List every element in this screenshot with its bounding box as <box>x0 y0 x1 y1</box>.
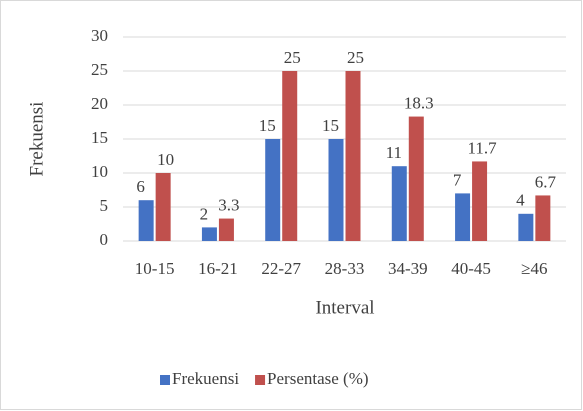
data-label: 11.7 <box>468 138 498 157</box>
bar <box>345 71 361 241</box>
data-label: 4 <box>516 191 525 210</box>
x-tick-label: 22-27 <box>261 259 301 278</box>
y-tick-label: 5 <box>100 196 109 215</box>
bar <box>328 139 344 241</box>
bar <box>391 166 407 241</box>
data-label: 10 <box>157 150 174 169</box>
legend-label: Frekuensi <box>172 369 239 388</box>
x-tick-label: ≥46 <box>521 259 547 278</box>
bar <box>265 139 281 241</box>
bar <box>201 227 217 241</box>
bar <box>535 195 551 241</box>
x-axis-title: Interval <box>315 297 374 318</box>
bar <box>455 193 471 241</box>
bar <box>218 218 234 241</box>
data-label: 6.7 <box>535 172 557 191</box>
x-tick-label: 10-15 <box>135 259 175 278</box>
data-label: 25 <box>347 48 364 67</box>
data-label: 18.3 <box>404 93 434 112</box>
bar <box>518 213 534 241</box>
data-label: 6 <box>136 177 145 196</box>
bar <box>408 116 424 241</box>
bar <box>155 173 171 241</box>
data-label: 25 <box>284 48 301 67</box>
y-tick-label: 30 <box>91 26 108 45</box>
data-label: 7 <box>453 170 462 189</box>
y-tick-label: 15 <box>91 128 108 147</box>
y-tick-label: 10 <box>91 162 108 181</box>
legend-swatch <box>255 375 266 385</box>
legend-label: Persentase (%) <box>267 369 369 388</box>
data-label: 3.3 <box>218 195 239 214</box>
x-tick-label: 34-39 <box>388 259 428 278</box>
data-label: 2 <box>200 204 209 223</box>
x-tick-label: 16-21 <box>198 259 238 278</box>
y-tick-label: 0 <box>100 230 109 249</box>
legend-swatch <box>160 375 170 385</box>
bar <box>282 71 298 241</box>
data-label: 11 <box>386 143 402 162</box>
x-tick-label: 40-45 <box>451 259 491 278</box>
y-axis-title: Frekuensi <box>26 102 47 177</box>
data-label: 15 <box>322 116 339 135</box>
y-tick-label: 20 <box>91 94 108 113</box>
bar <box>472 161 488 241</box>
bar <box>138 200 154 241</box>
y-tick-label: 25 <box>91 60 108 79</box>
data-label: 15 <box>259 116 276 135</box>
x-tick-label: 28-33 <box>325 259 365 278</box>
